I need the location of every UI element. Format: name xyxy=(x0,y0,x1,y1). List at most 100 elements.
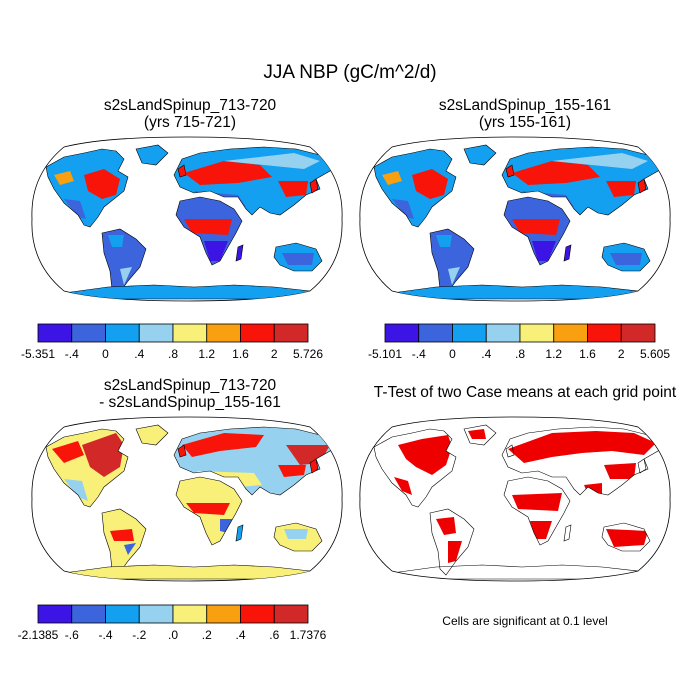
colorbar-label-0: -5.351 xyxy=(21,347,55,361)
land-antarctica xyxy=(52,284,321,300)
significant-cells xyxy=(436,517,456,535)
colorbar-label-3: .4 xyxy=(481,347,491,361)
coastline xyxy=(309,458,319,474)
land-japan xyxy=(309,178,319,194)
coastline xyxy=(309,178,319,194)
land-africa xyxy=(503,196,571,266)
colorbar-box-7 xyxy=(273,604,309,624)
data-patch xyxy=(84,169,120,199)
coastline xyxy=(373,148,457,228)
colorbar-label-2: 0 xyxy=(102,347,109,361)
data-patch xyxy=(120,267,132,285)
significant-cells xyxy=(394,477,412,495)
data-patch xyxy=(52,441,84,463)
coastline xyxy=(52,284,321,300)
data-patch xyxy=(412,169,448,199)
land-uk xyxy=(505,164,515,178)
land-africa xyxy=(175,476,243,546)
land-antarctica xyxy=(380,284,649,300)
data-patch xyxy=(284,529,308,539)
coastline xyxy=(235,524,244,542)
significant-cells xyxy=(508,431,656,463)
colorbar-label-7: .6 xyxy=(269,628,279,642)
colorbar-label-6: .4 xyxy=(235,628,245,642)
data-patch xyxy=(512,219,560,235)
significant-cells xyxy=(468,429,486,439)
colorbar-box-5 xyxy=(206,604,241,624)
coastline xyxy=(563,244,572,262)
significant-cells xyxy=(606,529,648,547)
colorbar-label-2: 0 xyxy=(449,347,456,361)
land-uk xyxy=(177,444,187,458)
data-patch xyxy=(606,181,636,197)
colorbar-box-4 xyxy=(172,604,208,624)
colorbar-label-2: -.4 xyxy=(98,628,112,642)
colorbar-label-3: -.2 xyxy=(132,628,146,642)
data-patch xyxy=(64,479,88,501)
colorbar-label-6: 1.6 xyxy=(579,347,596,361)
panel-1-colorbar: -5.351 -.4 0 .4 .8 1.2 1.6 2 5.726 xyxy=(21,323,323,361)
colorbar-label-8: 1.7376 xyxy=(290,628,327,642)
coastline xyxy=(101,508,147,576)
data-patch xyxy=(184,161,272,185)
land-uk xyxy=(177,164,187,178)
coastline xyxy=(235,244,244,262)
data-patch xyxy=(610,253,642,265)
land-south-america xyxy=(101,228,147,296)
colorbar-box-4 xyxy=(519,323,555,343)
data-patch xyxy=(278,181,308,197)
data-patch xyxy=(124,543,136,555)
panel-3-title-line1: s2sLandSpinup_713-720 xyxy=(103,377,277,394)
coastline-australia xyxy=(601,522,651,552)
colorbar-label-1: -.6 xyxy=(65,628,79,642)
land-greenland xyxy=(463,144,497,166)
data-patch xyxy=(64,199,86,219)
colorbar-box-1 xyxy=(71,323,106,343)
land-europe-asia xyxy=(501,146,665,216)
coastline xyxy=(429,228,475,296)
coastline xyxy=(501,146,665,216)
coastline xyxy=(177,444,187,458)
colorbar-label-4: .0 xyxy=(168,628,178,642)
land-japan xyxy=(637,178,647,194)
coastline-south-america xyxy=(429,508,475,576)
coastline-africa xyxy=(503,476,571,546)
coastline xyxy=(135,424,169,446)
colorbar-label-0: -5.101 xyxy=(368,347,402,361)
coastline xyxy=(273,242,323,272)
coastline xyxy=(175,196,243,266)
coastline-greenland xyxy=(463,424,497,446)
land-north-america xyxy=(373,148,457,228)
colorbar-label-6: 1.6 xyxy=(232,347,249,361)
data-patch xyxy=(278,465,306,477)
panel-2-title-line2: (yrs 155-161) xyxy=(478,114,572,131)
land-south-america xyxy=(101,508,147,576)
panel-2-title-line1: s2sLandSpinup_155-161 xyxy=(438,97,612,114)
colorbar-box-7 xyxy=(273,323,309,343)
coastline xyxy=(463,144,497,166)
land-north-america xyxy=(45,428,129,508)
data-patch xyxy=(184,219,232,235)
land-japan xyxy=(309,458,319,474)
coastline xyxy=(380,284,649,300)
land-antarctica xyxy=(52,564,321,580)
data-patch xyxy=(108,235,124,247)
colorbar-label-5: .2 xyxy=(202,628,212,642)
data-patch xyxy=(282,253,314,265)
coastline xyxy=(135,144,169,166)
panel-3-colorbar: -2.1385 -.6 -.4 -.2 .0 .2 .4 .6 1.7376 xyxy=(18,604,327,642)
colorbar-box-6 xyxy=(240,323,275,343)
coastline xyxy=(173,426,337,496)
data-patch xyxy=(382,171,402,185)
colorbar-label-0: -2.1385 xyxy=(18,628,59,642)
coastline xyxy=(173,146,337,216)
colorbar-box-5 xyxy=(206,323,241,343)
colorbar-box-2 xyxy=(452,323,487,343)
colorbar-label-5: 1.2 xyxy=(545,347,562,361)
land-australia xyxy=(601,242,651,272)
coastline xyxy=(505,164,515,178)
colorbar-box-0 xyxy=(37,323,73,343)
land-australia xyxy=(273,242,323,272)
panel-2-colorbar: -5.101 -.4 0 .4 .8 1.2 1.6 2 5.605 xyxy=(368,323,670,361)
significant-cells xyxy=(448,541,462,563)
